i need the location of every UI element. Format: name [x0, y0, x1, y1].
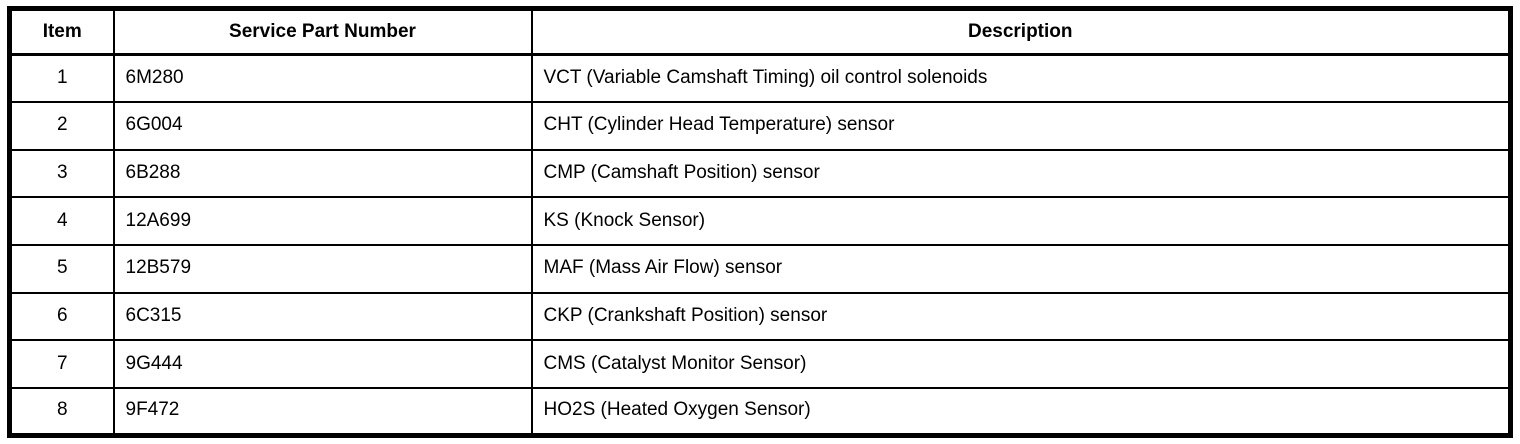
- item-number: 5: [8, 244, 115, 294]
- part-description: CKP (Crankshaft Position) sensor: [530, 291, 1512, 342]
- service-part-number: 6C315: [112, 291, 533, 342]
- table-header-row: Item Service Part Number Description: [8, 7, 1512, 56]
- table-row: 5 12B579 MAF (Mass Air Flow) sensor: [8, 244, 1512, 294]
- item-number: 2: [8, 101, 115, 151]
- part-description: VCT (Variable Camshaft Timing) oil contr…: [530, 53, 1512, 104]
- column-header-item: Item: [8, 7, 115, 56]
- table-row: 2 6G004 CHT (Cylinder Head Temperature) …: [8, 101, 1512, 151]
- item-number: 6: [8, 291, 115, 342]
- part-description: KS (Knock Sensor): [530, 196, 1512, 246]
- service-part-number: 9G444: [112, 339, 533, 389]
- part-description: MAF (Mass Air Flow) sensor: [530, 244, 1512, 294]
- item-number: 7: [8, 339, 115, 389]
- service-part-number: 12A699: [112, 196, 533, 246]
- part-description: CHT (Cylinder Head Temperature) sensor: [530, 101, 1512, 151]
- table-row: 7 9G444 CMS (Catalyst Monitor Sensor): [8, 339, 1512, 389]
- service-part-number: 6M280: [112, 53, 533, 104]
- service-part-number: 6B288: [112, 148, 533, 199]
- item-number: 3: [8, 148, 115, 199]
- service-part-number: 9F472: [112, 386, 533, 437]
- table-row: 4 12A699 KS (Knock Sensor): [8, 196, 1512, 246]
- part-description: CMP (Camshaft Position) sensor: [530, 148, 1512, 199]
- column-header-description: Description: [530, 7, 1512, 56]
- table-row: 3 6B288 CMP (Camshaft Position) sensor: [8, 148, 1512, 199]
- item-number: 8: [8, 386, 115, 437]
- table-row: 1 6M280 VCT (Variable Camshaft Timing) o…: [8, 53, 1512, 104]
- item-number: 1: [8, 53, 115, 104]
- service-part-number: 6G004: [112, 101, 533, 151]
- item-number: 4: [8, 196, 115, 246]
- table-row: 8 9F472 HO2S (Heated Oxygen Sensor): [8, 386, 1512, 437]
- part-description: CMS (Catalyst Monitor Sensor): [530, 339, 1512, 389]
- part-description: HO2S (Heated Oxygen Sensor): [530, 386, 1512, 437]
- service-parts-table: Item Service Part Number Description 1 6…: [7, 6, 1513, 438]
- column-header-service-part-number: Service Part Number: [112, 7, 533, 56]
- service-part-number: 12B579: [112, 244, 533, 294]
- table-row: 6 6C315 CKP (Crankshaft Position) sensor: [8, 291, 1512, 342]
